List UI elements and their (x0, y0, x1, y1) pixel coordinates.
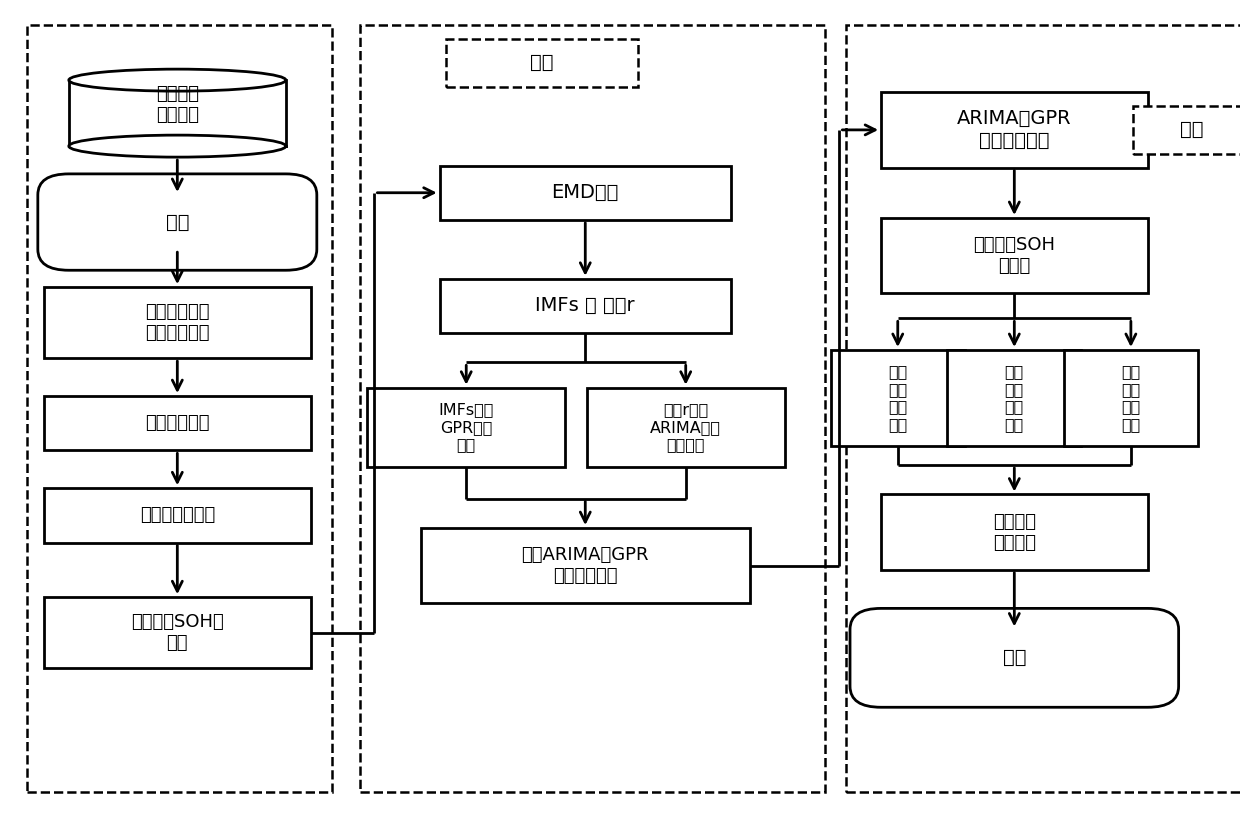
Text: 获得电池SOH
预测值: 获得电池SOH 预测值 (973, 236, 1055, 275)
FancyBboxPatch shape (880, 92, 1147, 168)
FancyBboxPatch shape (43, 287, 310, 359)
FancyBboxPatch shape (43, 597, 310, 669)
Text: 残差r通过
ARIMA方法
进行建模: 残差r通过 ARIMA方法 进行建模 (650, 402, 722, 453)
Bar (68, 80, 285, 146)
FancyBboxPatch shape (880, 494, 1147, 570)
Text: ARIMA和GPR
融合模型预测: ARIMA和GPR 融合模型预测 (957, 110, 1071, 150)
Text: 构建ARIMA和GPR
模型融合模型: 构建ARIMA和GPR 模型融合模型 (522, 546, 649, 585)
Text: 开始: 开始 (166, 213, 188, 231)
Text: 数据预处理计算: 数据预处理计算 (140, 506, 215, 525)
Text: IMFs采用
GPR进行
建模: IMFs采用 GPR进行 建模 (439, 402, 494, 453)
Text: 航天器遥
测数据库: 航天器遥 测数据库 (156, 85, 198, 124)
FancyBboxPatch shape (27, 25, 332, 792)
FancyBboxPatch shape (43, 396, 310, 451)
FancyBboxPatch shape (439, 279, 730, 333)
FancyBboxPatch shape (947, 350, 1081, 446)
Text: 航天器电源遥
测数据预处理: 航天器电源遥 测数据预处理 (145, 303, 210, 342)
FancyBboxPatch shape (1064, 350, 1198, 446)
FancyBboxPatch shape (446, 39, 637, 87)
Text: 结束: 结束 (1003, 649, 1025, 667)
FancyBboxPatch shape (420, 528, 749, 603)
Ellipse shape (68, 69, 285, 91)
FancyBboxPatch shape (360, 25, 825, 792)
FancyBboxPatch shape (1133, 106, 1240, 154)
Text: 预测: 预测 (1180, 121, 1203, 139)
Text: EMD分解: EMD分解 (552, 184, 619, 202)
FancyBboxPatch shape (849, 608, 1178, 707)
Text: 提取电池SOH特
征量: 提取电池SOH特 征量 (131, 613, 223, 652)
FancyBboxPatch shape (43, 488, 310, 543)
FancyBboxPatch shape (587, 387, 785, 468)
FancyBboxPatch shape (831, 350, 965, 446)
FancyBboxPatch shape (439, 166, 730, 220)
Text: 提取特征数据: 提取特征数据 (145, 414, 210, 432)
Text: 电池
健康
状态
评估: 电池 健康 状态 评估 (1121, 365, 1141, 432)
FancyBboxPatch shape (846, 25, 1240, 792)
Text: IMFs 和 残差r: IMFs 和 残差r (536, 297, 635, 315)
FancyBboxPatch shape (37, 173, 316, 270)
Text: 获得结果
形成报告: 获得结果 形成报告 (993, 513, 1035, 551)
Text: 电池
剩余
寿命
评估: 电池 剩余 寿命 评估 (888, 365, 908, 432)
Ellipse shape (68, 135, 285, 158)
Text: 电池
性能
退化
预测: 电池 性能 退化 预测 (1004, 365, 1024, 432)
FancyBboxPatch shape (367, 387, 565, 468)
Text: 建模: 建模 (531, 54, 553, 72)
FancyBboxPatch shape (880, 218, 1147, 293)
